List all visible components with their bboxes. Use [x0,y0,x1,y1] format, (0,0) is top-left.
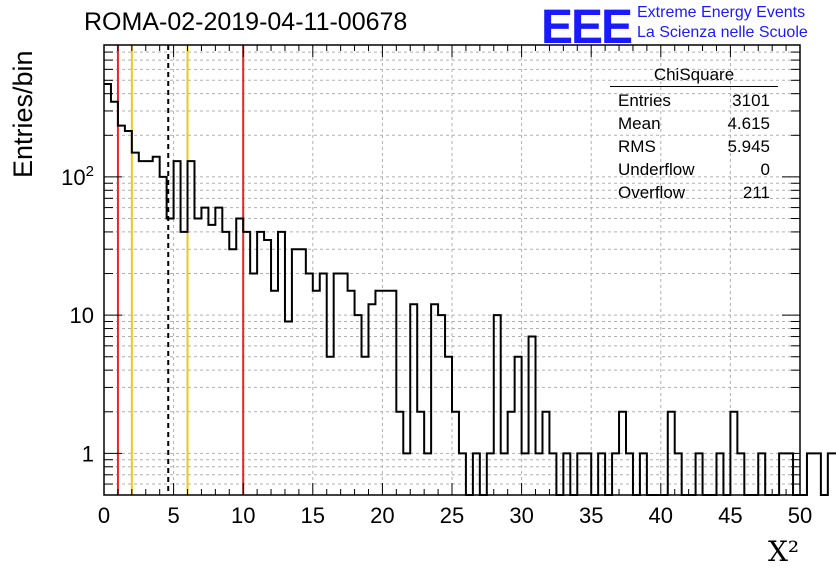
x-tick-label: 50 [788,503,812,528]
reference-lines [116,45,245,495]
y-tick-label: 1 [82,441,94,466]
eee-logo-text: Extreme Energy Events La Scienza nelle S… [637,3,808,43]
y-axis-label: Entries/bin [8,50,38,178]
stats-box: ChiSquare Entries 3101 Mean 4.615 RMS 5.945… [608,65,778,206]
stats-label: Overflow [618,183,686,202]
stats-value: 3101 [732,91,770,110]
logo-line-1: Extreme Energy Events [637,4,806,21]
stats-value: 211 [742,183,770,202]
x-tick-label: 20 [370,503,394,528]
x-tick-label: 15 [301,503,325,528]
logo-line-2: La Scienza nelle Scuole [637,24,808,41]
x-tick-label: 10 [231,503,255,528]
x-axis-label: X² [768,535,800,568]
y-tick-label: 102 [61,163,94,190]
x-tick-label: 40 [649,503,673,528]
x-tick-label: 0 [98,503,110,528]
axis-ticks [103,44,801,496]
stats-value: 4.615 [727,114,770,133]
stats-label: RMS [618,137,656,156]
stats-row: Overflow 211 [608,183,778,206]
stats-label: Mean [618,114,661,133]
chart-title: ROMA-02-2019-04-11-00678 [84,8,408,36]
stats-value: 5.945 [727,137,770,156]
y-tick-label: 10 [70,303,94,328]
eee-logo: EEE [541,1,633,54]
stats-value: 0 [760,160,770,179]
stats-label: Entries [618,91,671,110]
x-tick-label: 45 [718,503,742,528]
histogram-series [104,83,836,496]
stats-row: Entries 3101 [608,91,778,114]
stats-row: Mean 4.615 [608,114,778,137]
x-tick-label: 35 [579,503,603,528]
x-tick-label: 30 [509,503,533,528]
stats-row: RMS 5.945 [608,137,778,160]
x-tick-label: 25 [440,503,464,528]
x-tick-label: 5 [167,503,179,528]
stats-label: Underflow [618,160,695,179]
stats-title: ChiSquare [610,65,778,87]
stats-row: Underflow 0 [608,160,778,183]
axis-tick-labels: 0 5 10 15 20 25 30 35 40 45 50 1 10 102 [61,163,812,528]
